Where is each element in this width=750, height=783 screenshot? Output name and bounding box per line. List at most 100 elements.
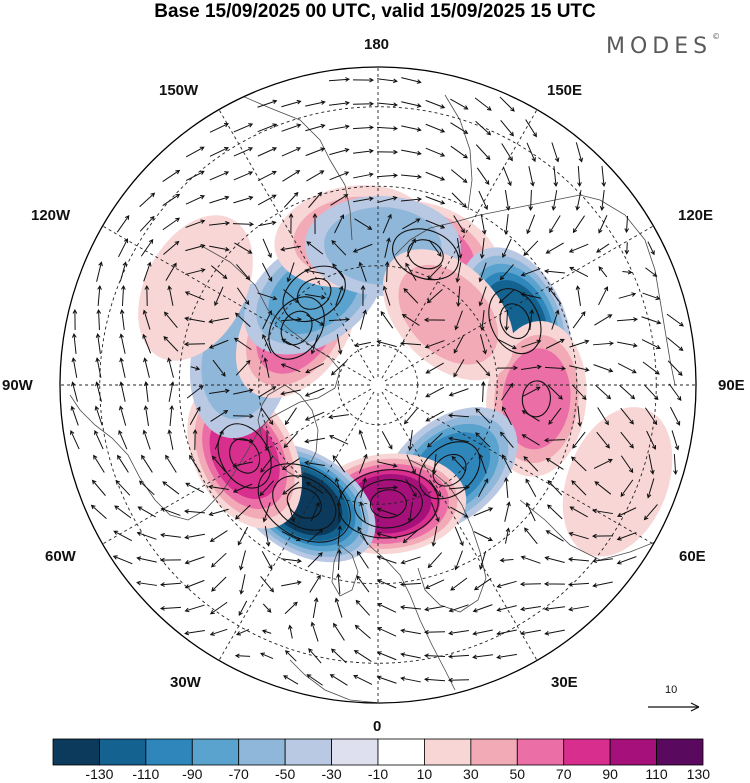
- wind-vector: [453, 359, 465, 378]
- wind-vector: [139, 215, 155, 232]
- wind-vector: [116, 214, 130, 233]
- wind-vector: [352, 125, 375, 130]
- wind-vector: [571, 384, 587, 401]
- wind-vector: [288, 212, 294, 235]
- wind-vector: [568, 531, 589, 540]
- wind-vector: [592, 341, 615, 346]
- wind-vector: [501, 406, 512, 426]
- wind-vector: [306, 674, 323, 686]
- wind-vector: [257, 147, 278, 157]
- colorbar-tick-label: 90: [602, 766, 618, 782]
- wind-vector: [257, 99, 278, 108]
- contour-ring: [272, 475, 337, 531]
- lon-label-60w: 60W: [45, 548, 76, 565]
- wind-vector: [163, 311, 178, 329]
- wind-vector: [591, 533, 614, 539]
- wind-vector: [209, 122, 229, 133]
- contour-ring: [488, 288, 542, 355]
- wind-vector: [185, 243, 206, 252]
- wind-vector: [91, 479, 106, 496]
- wind-vector: [501, 143, 513, 162]
- wind-vectors: [70, 77, 684, 686]
- wind-vector: [545, 458, 564, 470]
- wind-vector: [479, 334, 487, 355]
- colorbar-swatch: [424, 738, 472, 766]
- lon-label-30w: 30W: [170, 674, 201, 691]
- wind-vector: [184, 579, 205, 589]
- wind-vector: [616, 317, 639, 322]
- wind-vector: [143, 405, 150, 426]
- meridian-150: [381, 109, 538, 379]
- wind-vector: [547, 384, 563, 400]
- contour-ring: [418, 441, 481, 500]
- wind-vector: [526, 214, 536, 235]
- wind-vector: [431, 526, 438, 547]
- wind-vector: [261, 262, 273, 282]
- meridian-240: [102, 225, 372, 382]
- wind-vector: [163, 335, 179, 352]
- wind-vector: [617, 362, 637, 374]
- wind-vector: [448, 604, 469, 613]
- wind-vector: [309, 574, 321, 593]
- wind-vector: [185, 195, 206, 205]
- wind-vector: [399, 582, 422, 587]
- wind-vector: [572, 215, 585, 234]
- wind-vector: [328, 317, 351, 322]
- contour-ring: [257, 463, 351, 543]
- wind-vector: [377, 102, 398, 108]
- wind-vector: [400, 652, 421, 659]
- wind-vector: [94, 429, 104, 450]
- wind-vector: [376, 485, 399, 490]
- wind-vector: [262, 238, 272, 259]
- wind-vector: [330, 360, 347, 376]
- wind-vector: [450, 122, 469, 134]
- wind-vector: [359, 309, 367, 330]
- wind-vector: [616, 532, 637, 541]
- coastline-british-isles: [331, 544, 359, 597]
- wind-vector: [496, 653, 517, 660]
- wind-vector: [136, 531, 157, 540]
- wind-vector: [94, 405, 103, 426]
- wind-vector: [354, 624, 371, 639]
- wind-vector: [305, 123, 326, 132]
- wind-vector: [236, 287, 250, 306]
- wind-vector: [233, 123, 254, 133]
- wind-vector: [185, 170, 205, 182]
- wind-vector: [598, 286, 609, 306]
- wind-vector: [235, 359, 251, 376]
- wind-vector: [479, 310, 485, 331]
- wind-vector: [425, 171, 446, 181]
- reference-vector: [648, 702, 700, 712]
- wind-vector: [400, 556, 421, 565]
- wind-vector: [209, 245, 230, 252]
- wind-vector: [528, 189, 534, 212]
- wind-vector: [358, 261, 367, 282]
- wind-vector: [641, 339, 661, 350]
- wind-vector: [401, 101, 422, 108]
- wind-vector: [262, 603, 272, 613]
- wind-vector: [496, 605, 517, 612]
- wind-vector: [526, 142, 536, 163]
- wind-vector: [472, 629, 493, 636]
- wind-vector: [529, 309, 535, 330]
- map-title: Base 15/09/2025 00 UTC, valid 15/09/2025…: [154, 1, 596, 22]
- coastline-alaska: [239, 94, 353, 241]
- coastline-north-america: [69, 244, 341, 521]
- wind-vector: [234, 312, 251, 328]
- colorbar: [52, 738, 704, 766]
- wind-vector: [353, 649, 372, 662]
- colorbar-tick-label: -130: [85, 766, 114, 782]
- contour-ring: [353, 479, 423, 529]
- wind-vector: [353, 674, 373, 685]
- contour-ring: [499, 303, 531, 340]
- wind-vector: [425, 219, 446, 229]
- wind-vector: [671, 430, 680, 451]
- colorbar-swatch: [191, 738, 240, 766]
- wind-vector: [425, 362, 444, 374]
- wind-vector: [304, 437, 325, 444]
- wind-vector: [185, 146, 205, 158]
- coastline-scandinavia: [409, 459, 487, 613]
- meridian-30: [381, 391, 538, 661]
- wind-vector: [336, 572, 341, 595]
- wind-vector: [479, 550, 487, 570]
